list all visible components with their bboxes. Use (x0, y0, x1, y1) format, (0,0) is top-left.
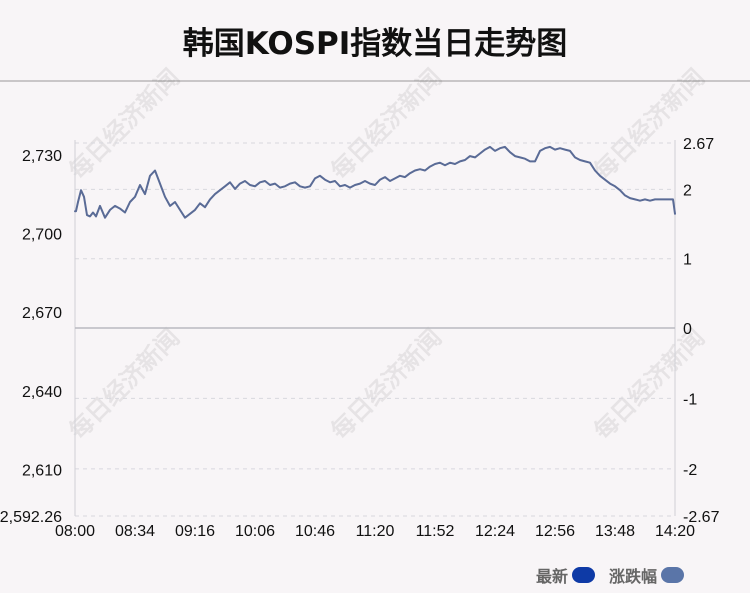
chart-axes (74, 140, 676, 516)
legend-change-swatch (661, 567, 684, 583)
watermark-text: 每日经济新闻 (589, 324, 711, 446)
left-tick-label: 2,592.26 (0, 509, 62, 526)
series-layer (74, 145, 676, 219)
right-tick-label: 2.67 (683, 136, 714, 153)
chart-legend: 最新 涨跌幅 (536, 563, 684, 587)
right-tick-label: 0 (683, 321, 692, 338)
right-tick-label: -2 (683, 462, 697, 479)
x-tick-label: 10:46 (295, 523, 335, 540)
x-axis-ticks: 08:00 08:34 09:16 10:06 10:46 11:20 11:52 12:24… (55, 523, 695, 540)
left-tick-label: 2,700 (22, 226, 62, 243)
title-divider (0, 80, 750, 82)
chart-title: 韩国KOSPI指数当日走势图 (182, 25, 568, 62)
x-tick-label: 10:06 (235, 523, 275, 540)
left-tick-label: 2,640 (22, 384, 62, 401)
watermark-text: 每日经济新闻 (589, 64, 711, 186)
left-tick-label: 2,610 (22, 462, 62, 479)
series-line-latest (74, 145, 676, 219)
left-tick-label: 2,730 (22, 148, 62, 165)
legend-latest-label: 最新 (535, 567, 568, 586)
right-tick-label: 1 (683, 252, 692, 269)
x-tick-label: 08:00 (55, 523, 95, 540)
x-tick-label: 12:24 (475, 523, 515, 540)
legend-change-label: 涨跌幅 (608, 567, 657, 586)
x-tick-label: 12:56 (535, 523, 575, 540)
x-tick-label: 11:52 (416, 523, 455, 540)
x-tick-label: 13:48 (595, 523, 635, 540)
legend-item-change[interactable]: 涨跌幅 (609, 563, 684, 587)
watermark-text: 每日经济新闻 (64, 324, 186, 446)
x-tick-label: 08:34 (115, 523, 155, 540)
legend-item-latest[interactable]: 最新 (536, 563, 595, 587)
x-tick-label: 09:16 (175, 523, 215, 540)
watermark-text: 每日经济新闻 (326, 324, 448, 446)
right-tick-label: -2.67 (683, 509, 720, 526)
x-tick-label: 11:20 (356, 523, 395, 540)
right-tick-label: -1 (683, 391, 697, 408)
legend-latest-swatch (571, 567, 595, 583)
watermark-text: 每日经济新闻 (64, 64, 186, 186)
right-tick-label: 2 (683, 182, 692, 199)
left-tick-label: 2,670 (22, 305, 62, 322)
left-axis-ticks: 2,730 2,700 2,670 2,640 2,610 2,592.26 (0, 148, 62, 526)
grid-lines (75, 142, 675, 517)
right-axis-ticks: 2.67 2 1 0 -1 -2 -2.67 (683, 136, 720, 526)
x-tick-label: 14:20 (655, 523, 695, 540)
